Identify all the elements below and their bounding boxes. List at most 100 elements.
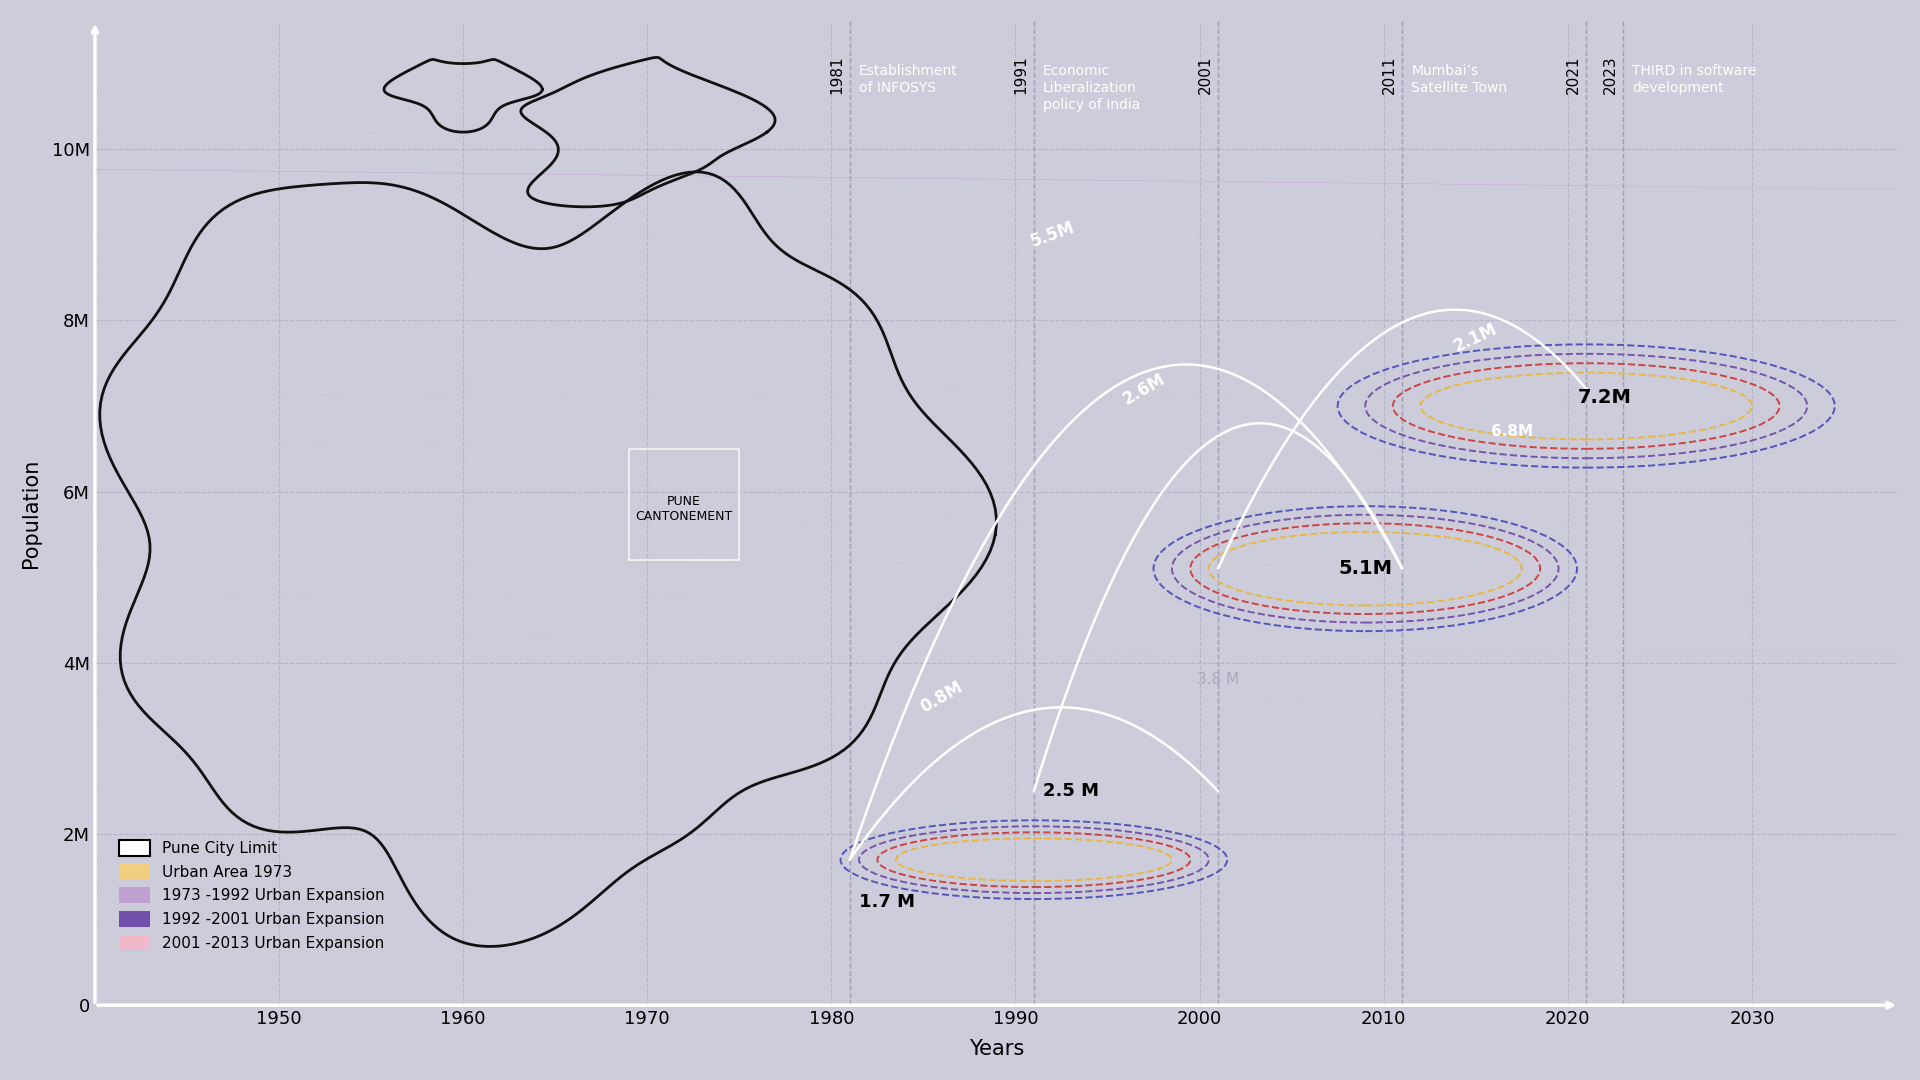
Ellipse shape bbox=[0, 86, 1920, 99]
Ellipse shape bbox=[0, 877, 1920, 890]
Ellipse shape bbox=[0, 184, 1920, 211]
Ellipse shape bbox=[0, 544, 1920, 554]
Ellipse shape bbox=[0, 718, 1920, 727]
Ellipse shape bbox=[0, 200, 1920, 216]
Ellipse shape bbox=[0, 859, 1920, 888]
Ellipse shape bbox=[0, 907, 1920, 929]
Ellipse shape bbox=[0, 727, 1920, 733]
Ellipse shape bbox=[0, 130, 1920, 134]
Ellipse shape bbox=[0, 671, 1920, 684]
Ellipse shape bbox=[0, 271, 1920, 300]
Ellipse shape bbox=[0, 558, 1920, 570]
Ellipse shape bbox=[0, 311, 1920, 327]
Ellipse shape bbox=[0, 564, 1920, 582]
Ellipse shape bbox=[0, 665, 1920, 689]
Ellipse shape bbox=[0, 363, 1920, 391]
Ellipse shape bbox=[0, 406, 1920, 410]
Ellipse shape bbox=[0, 891, 1920, 954]
Ellipse shape bbox=[0, 133, 1920, 150]
Ellipse shape bbox=[0, 797, 1920, 815]
Ellipse shape bbox=[0, 179, 1920, 201]
Ellipse shape bbox=[0, 248, 1920, 306]
Ellipse shape bbox=[0, 521, 1920, 531]
Ellipse shape bbox=[0, 754, 1920, 761]
Ellipse shape bbox=[0, 888, 1920, 897]
Ellipse shape bbox=[0, 826, 1920, 859]
Ellipse shape bbox=[0, 674, 1920, 701]
Ellipse shape bbox=[0, 485, 1920, 504]
Ellipse shape bbox=[0, 333, 1920, 353]
Ellipse shape bbox=[0, 643, 1920, 652]
Ellipse shape bbox=[0, 375, 1920, 380]
Ellipse shape bbox=[0, 311, 1920, 334]
Ellipse shape bbox=[0, 198, 1920, 248]
Ellipse shape bbox=[0, 828, 1920, 846]
Ellipse shape bbox=[0, 858, 1920, 901]
Ellipse shape bbox=[0, 382, 1920, 392]
Ellipse shape bbox=[0, 242, 1920, 249]
Ellipse shape bbox=[0, 219, 1920, 276]
Ellipse shape bbox=[0, 897, 1920, 902]
Ellipse shape bbox=[0, 346, 1920, 353]
Ellipse shape bbox=[0, 415, 1920, 420]
Ellipse shape bbox=[0, 437, 1920, 458]
Ellipse shape bbox=[0, 564, 1920, 583]
Ellipse shape bbox=[0, 353, 1920, 359]
Ellipse shape bbox=[0, 457, 1920, 481]
Ellipse shape bbox=[0, 690, 1920, 700]
Ellipse shape bbox=[0, 127, 1920, 176]
Ellipse shape bbox=[0, 302, 1920, 346]
Ellipse shape bbox=[0, 714, 1920, 733]
Ellipse shape bbox=[0, 150, 1920, 158]
Ellipse shape bbox=[0, 158, 1920, 171]
Y-axis label: Population: Population bbox=[21, 458, 40, 568]
Ellipse shape bbox=[0, 103, 1920, 114]
Ellipse shape bbox=[0, 603, 1920, 636]
Ellipse shape bbox=[0, 856, 1920, 895]
Ellipse shape bbox=[0, 889, 1920, 914]
Text: 0.8M: 0.8M bbox=[918, 678, 966, 716]
Ellipse shape bbox=[0, 696, 1920, 727]
Ellipse shape bbox=[0, 82, 1920, 104]
Ellipse shape bbox=[0, 945, 1920, 951]
Ellipse shape bbox=[0, 851, 1920, 865]
Ellipse shape bbox=[0, 570, 1920, 581]
Ellipse shape bbox=[0, 329, 1920, 350]
Ellipse shape bbox=[0, 542, 1920, 581]
Ellipse shape bbox=[0, 432, 1920, 462]
Ellipse shape bbox=[0, 773, 1920, 793]
Ellipse shape bbox=[0, 706, 1920, 727]
Ellipse shape bbox=[0, 743, 1920, 767]
Ellipse shape bbox=[0, 324, 1920, 348]
Ellipse shape bbox=[0, 289, 1920, 296]
Ellipse shape bbox=[0, 631, 1920, 637]
Ellipse shape bbox=[0, 379, 1920, 404]
Ellipse shape bbox=[0, 152, 1920, 167]
Ellipse shape bbox=[0, 441, 1920, 449]
Ellipse shape bbox=[0, 708, 1920, 719]
Ellipse shape bbox=[0, 338, 1920, 347]
Ellipse shape bbox=[0, 529, 1920, 561]
Ellipse shape bbox=[0, 485, 1920, 511]
Ellipse shape bbox=[0, 137, 1920, 153]
Ellipse shape bbox=[0, 499, 1920, 517]
Ellipse shape bbox=[0, 299, 1920, 303]
Ellipse shape bbox=[0, 359, 1920, 367]
Ellipse shape bbox=[0, 382, 1920, 394]
Ellipse shape bbox=[0, 738, 1920, 764]
Ellipse shape bbox=[0, 843, 1920, 855]
Ellipse shape bbox=[0, 554, 1920, 580]
Text: 1991: 1991 bbox=[1014, 55, 1029, 94]
Ellipse shape bbox=[0, 783, 1920, 789]
Ellipse shape bbox=[0, 747, 1920, 774]
Ellipse shape bbox=[0, 151, 1920, 166]
Ellipse shape bbox=[0, 80, 1920, 96]
Ellipse shape bbox=[0, 360, 1920, 366]
Ellipse shape bbox=[0, 189, 1920, 215]
Ellipse shape bbox=[0, 292, 1920, 303]
Ellipse shape bbox=[0, 197, 1920, 207]
Ellipse shape bbox=[0, 399, 1920, 445]
Ellipse shape bbox=[0, 584, 1920, 589]
Ellipse shape bbox=[0, 423, 1920, 444]
Ellipse shape bbox=[0, 339, 1920, 343]
